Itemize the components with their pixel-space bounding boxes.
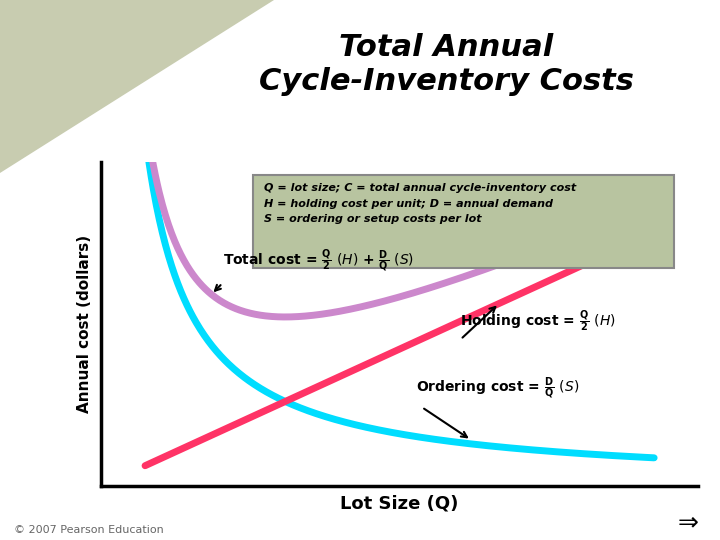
Y-axis label: Annual cost (dollars): Annual cost (dollars) [78,235,92,413]
Text: Holding cost = $\mathbf{\frac{Q}{2}}$ $\mathit{(H)}$: Holding cost = $\mathbf{\frac{Q}{2}}$ $\… [461,308,616,334]
FancyBboxPatch shape [253,174,673,268]
Text: Q = lot size; C = total annual cycle-inventory cost
H = holding cost per unit; D: Q = lot size; C = total annual cycle-inv… [264,183,576,224]
Text: Total Annual
Cycle-Inventory Costs: Total Annual Cycle-Inventory Costs [259,33,634,96]
Text: ⇒: ⇒ [678,511,698,535]
Text: © 2007 Pearson Education: © 2007 Pearson Education [14,524,164,535]
Text: Total cost = $\mathbf{\frac{Q}{2}}$ $\mathit{(H)}$ + $\mathbf{\frac{D}{Q}}$ $\ma: Total cost = $\mathbf{\frac{Q}{2}}$ $\ma… [222,247,414,275]
X-axis label: Lot Size (Q): Lot Size (Q) [341,494,459,512]
Text: Ordering cost = $\mathbf{\frac{D}{Q}}$ $\mathit{(S)}$: Ordering cost = $\mathbf{\frac{D}{Q}}$ $… [416,375,580,401]
